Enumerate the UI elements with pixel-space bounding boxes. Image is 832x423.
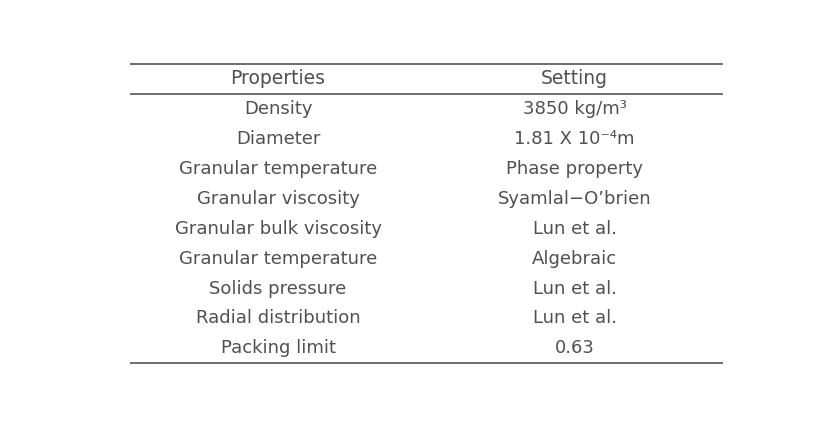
Text: Packing limit: Packing limit (220, 340, 335, 357)
Text: Radial distribution: Radial distribution (196, 310, 360, 327)
Text: Lun et al.: Lun et al. (532, 310, 617, 327)
Text: Setting: Setting (541, 69, 608, 88)
Text: Lun et al.: Lun et al. (532, 220, 617, 238)
Text: Granular temperature: Granular temperature (179, 159, 377, 178)
Text: Granular viscosity: Granular viscosity (196, 190, 359, 208)
Text: Properties: Properties (230, 69, 325, 88)
Text: 0.63: 0.63 (555, 340, 595, 357)
Text: Syamlal−O’brien: Syamlal−O’brien (498, 190, 651, 208)
Text: Algebraic: Algebraic (532, 250, 617, 268)
Text: Granular bulk viscosity: Granular bulk viscosity (175, 220, 382, 238)
Text: Phase property: Phase property (506, 159, 643, 178)
Text: 3850 kg/m³: 3850 kg/m³ (522, 100, 626, 118)
Text: Density: Density (244, 100, 312, 118)
Text: 1.81 X 10⁻⁴m: 1.81 X 10⁻⁴m (514, 130, 635, 148)
Text: Solids pressure: Solids pressure (210, 280, 347, 297)
Text: Granular temperature: Granular temperature (179, 250, 377, 268)
Text: Diameter: Diameter (236, 130, 320, 148)
Text: Lun et al.: Lun et al. (532, 280, 617, 297)
